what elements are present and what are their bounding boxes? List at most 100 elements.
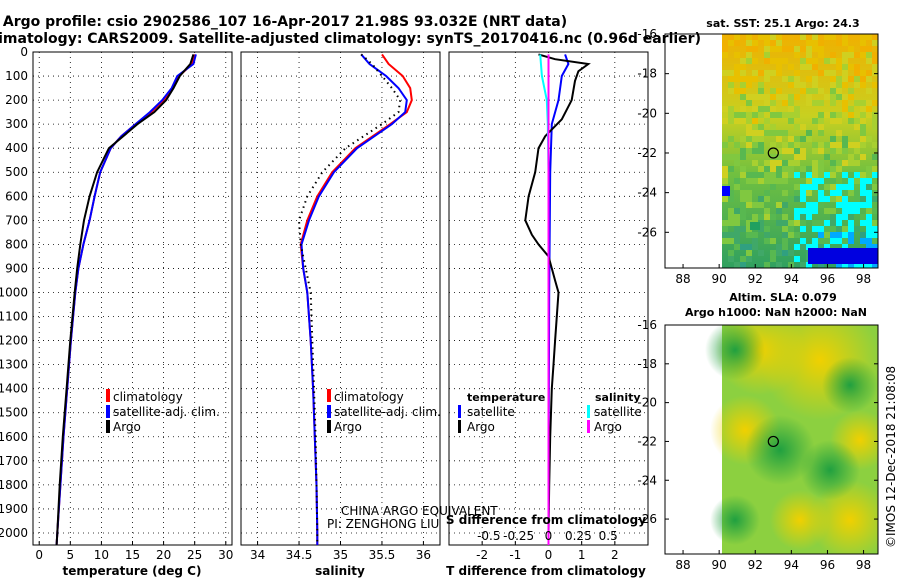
sst-cold-pixel bbox=[848, 184, 854, 190]
sst-pixel bbox=[722, 106, 728, 112]
sst-pixel bbox=[746, 226, 752, 232]
sst-pixel bbox=[788, 232, 794, 238]
sst-pixel bbox=[770, 58, 776, 64]
sst-pixel bbox=[824, 178, 830, 184]
sst-pixel bbox=[788, 94, 794, 100]
map-x-tick-label: 88 bbox=[675, 558, 690, 572]
x-tick-label: 20 bbox=[156, 548, 171, 562]
map-y-tick-label: -24 bbox=[637, 186, 657, 200]
sst-pixel bbox=[860, 100, 866, 106]
sst-pixel bbox=[740, 82, 746, 88]
sst-cold-pixel bbox=[824, 172, 830, 178]
sst-pixel bbox=[722, 118, 728, 124]
sst-pixel bbox=[776, 244, 782, 250]
sst-pixel bbox=[830, 112, 836, 118]
sst-pixel bbox=[860, 40, 866, 46]
sst-cold-pixel bbox=[860, 262, 866, 268]
sst-pixel bbox=[764, 226, 770, 232]
sst-pixel bbox=[848, 118, 854, 124]
sst-cold-pixel bbox=[842, 232, 848, 238]
sst-pixel bbox=[770, 256, 776, 262]
sst-pixel bbox=[806, 88, 812, 94]
sst-pixel bbox=[758, 250, 764, 256]
sst-pixel bbox=[758, 220, 764, 226]
sst-pixel bbox=[872, 58, 878, 64]
sst-pixel bbox=[782, 34, 788, 40]
sst-pixel bbox=[758, 172, 764, 178]
sst-pixel bbox=[824, 112, 830, 118]
sst-pixel bbox=[848, 112, 854, 118]
difference-top-xlabel: S difference from climatology bbox=[446, 513, 646, 527]
legend-label: Argo bbox=[467, 420, 495, 434]
depth-tick-label: 300 bbox=[5, 117, 28, 131]
sst-pixel bbox=[812, 118, 818, 124]
map-y-tick-label: -22 bbox=[637, 434, 657, 448]
sst-pixel bbox=[788, 76, 794, 82]
sst-pixel bbox=[788, 226, 794, 232]
sst-cold-pixel bbox=[800, 226, 806, 232]
sst-cold-pixel bbox=[824, 196, 830, 202]
sst-pixel bbox=[854, 190, 860, 196]
sst-pixel bbox=[740, 106, 746, 112]
depth-tick-label: 800 bbox=[5, 237, 28, 251]
legend-swatch-climatology bbox=[106, 389, 110, 402]
sst-pixel bbox=[794, 154, 800, 160]
series-line-t-argo bbox=[524, 53, 591, 545]
sst-cold-pixel bbox=[812, 184, 818, 190]
sst-pixel bbox=[764, 262, 770, 268]
legend-label: satellite bbox=[467, 405, 515, 419]
sst-cold-pixel bbox=[860, 178, 866, 184]
legend-swatch-satellite bbox=[327, 405, 331, 418]
sst-cold-pixel bbox=[800, 184, 806, 190]
sst-pixel bbox=[818, 112, 824, 118]
sst-pixel bbox=[728, 82, 734, 88]
sst-pixel bbox=[854, 226, 860, 232]
sst-pixel bbox=[836, 226, 842, 232]
sst-pixel bbox=[830, 52, 836, 58]
sst-pixel bbox=[818, 202, 824, 208]
sst-pixel bbox=[734, 160, 740, 166]
sst-pixel bbox=[860, 136, 866, 142]
sst-pixel bbox=[734, 76, 740, 82]
sst-pixels bbox=[722, 34, 878, 268]
sst-pixel bbox=[848, 76, 854, 82]
x-tick-label: 34.5 bbox=[286, 548, 313, 562]
depth-tick-label: 600 bbox=[5, 189, 28, 203]
sst-pixel bbox=[836, 40, 842, 46]
sst-pixel bbox=[740, 172, 746, 178]
sst-pixel bbox=[752, 244, 758, 250]
sst-pixel bbox=[842, 82, 848, 88]
sst-pixel bbox=[764, 34, 770, 40]
salinity-plot: 34 34.5 35 35.5 36 bbox=[250, 52, 431, 562]
sst-cold-pixel bbox=[854, 262, 860, 268]
sst-cold-pixel bbox=[812, 208, 818, 214]
legend-label: satellite-adj. clim. bbox=[334, 405, 441, 419]
sst-pixel bbox=[818, 238, 824, 244]
sst-cold-pixel bbox=[824, 220, 830, 226]
legend-swatch-t-argo bbox=[458, 420, 461, 433]
sst-pixel bbox=[848, 94, 854, 100]
sst-pixel bbox=[800, 34, 806, 40]
depth-tick-label: 1900 bbox=[0, 502, 28, 516]
map-y-tick-label: -20 bbox=[637, 396, 657, 410]
depth-tick-label: 100 bbox=[5, 69, 28, 83]
sst-pixel bbox=[722, 196, 728, 202]
sst-pixel bbox=[764, 196, 770, 202]
sst-pixel bbox=[824, 208, 830, 214]
sst-pixel bbox=[776, 154, 782, 160]
sst-pixel bbox=[788, 172, 794, 178]
sst-pixel bbox=[800, 124, 806, 130]
sst-pixel bbox=[764, 166, 770, 172]
sst-pixel bbox=[764, 238, 770, 244]
sst-pixel bbox=[842, 58, 848, 64]
sst-pixel bbox=[794, 220, 800, 226]
depth-tick-label: 1500 bbox=[0, 406, 28, 420]
sst-map bbox=[722, 34, 878, 268]
sst-pixel bbox=[740, 202, 746, 208]
sla-map-title-line1: Altim. SLA: 0.079 bbox=[729, 291, 836, 304]
sst-pixel bbox=[830, 118, 836, 124]
sst-pixel bbox=[842, 40, 848, 46]
sst-pixel bbox=[734, 232, 740, 238]
sst-pixel bbox=[860, 52, 866, 58]
temperature-legend: climatology satellite-adj. clim. Argo bbox=[106, 389, 220, 434]
